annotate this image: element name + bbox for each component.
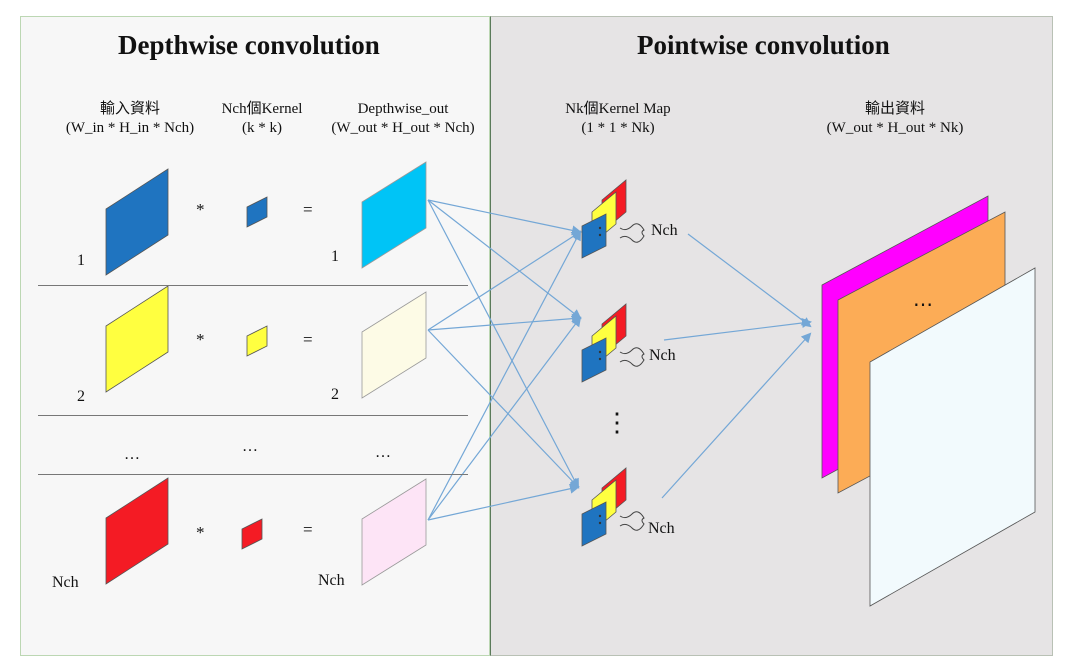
- output-ellipsis: …: [375, 444, 392, 461]
- input-row-label: 1: [77, 252, 85, 269]
- connection-arrows: [427, 199, 812, 521]
- row-separator: [38, 285, 468, 286]
- depthwise-out-header-title: Depthwise_out: [357, 101, 449, 117]
- connection-arrow: [427, 199, 579, 489]
- output-row-label: 1: [331, 248, 339, 265]
- multiply-operator: *: [196, 200, 205, 219]
- equals-operator: =: [303, 200, 313, 219]
- kernel-map-dot: [598, 350, 602, 354]
- depthwise-kernel: [246, 196, 268, 228]
- connection-arrow: [427, 483, 580, 521]
- input-ellipsis: …: [124, 446, 141, 463]
- depthwise-output-map: [361, 161, 427, 269]
- brace-label: Nch: [648, 520, 675, 537]
- kernel-ellipsis: …: [242, 438, 259, 455]
- kernel-map-dot: [598, 514, 602, 518]
- row-separator: [38, 415, 468, 416]
- connection-arrow: [427, 316, 582, 521]
- depthwise-out-header-dims: (W_out * H_out * Nch): [331, 120, 475, 136]
- multiply-operator: *: [196, 330, 205, 349]
- depthwise-kernel: [246, 325, 268, 357]
- kernel-map-header: Nk個Kernel Map (1 * 1 * Nk): [548, 100, 688, 138]
- kernel-map-dot: [598, 521, 602, 525]
- connection-arrow: [427, 230, 581, 521]
- depthwise-output-map: [361, 478, 427, 586]
- kernel-map-dot: [598, 357, 602, 361]
- output-header: 輸出資料 (W_out * H_out * Nk): [810, 100, 980, 138]
- depthwise-title: Depthwise convolution: [118, 30, 380, 60]
- kernel-to-output-arrow: [661, 332, 812, 499]
- input-header: 輸入資料 (W_in * H_in * Nch): [60, 100, 200, 138]
- kernel-to-output-arrow: [687, 233, 812, 328]
- input-feature-map: [105, 168, 169, 276]
- kernel-header: Nch個Kernel (k * k): [212, 100, 312, 138]
- input-header-dims: (W_in * H_in * Nch): [65, 120, 195, 136]
- input-header-title: 輸入資料: [99, 101, 160, 117]
- channel-brace: [619, 511, 645, 531]
- output-header-title: 輸出資料: [864, 101, 925, 117]
- kernel-map-dot: [598, 226, 602, 230]
- kernel-map-dot: [598, 233, 602, 237]
- row-separator: [38, 474, 468, 475]
- multiply-operator: *: [196, 523, 205, 542]
- channel-brace: [619, 347, 645, 367]
- channel-brace: [619, 223, 645, 243]
- equals-operator: =: [303, 520, 313, 539]
- kernel-map-header-dims: (1 * 1 * Nk): [581, 120, 655, 136]
- input-feature-map: [105, 477, 169, 585]
- kernel-map-blue-layer: [581, 501, 607, 547]
- output-stack-ellipsis: …: [913, 287, 934, 311]
- output-row-label: Nch: [318, 572, 345, 589]
- brace-label: Nch: [649, 347, 676, 364]
- equals-operator: =: [303, 330, 313, 349]
- brace-label: Nch: [651, 222, 678, 239]
- connection-arrow: [427, 230, 582, 331]
- connection-arrow: [427, 199, 582, 236]
- output-row-label: 2: [331, 386, 339, 403]
- shapes-layer: [105, 161, 1036, 607]
- output-map-white: [869, 267, 1036, 607]
- kernel-to-output-arrow: [663, 318, 812, 341]
- kernel-map-blue-layer: [581, 337, 607, 383]
- depthwise-output-map: [361, 291, 427, 399]
- kernel-map-vertical-ellipsis: ⋮: [604, 408, 631, 437]
- kernel-header-title: Nch個Kernel: [221, 101, 303, 117]
- output-header-dims: (W_out * H_out * Nk): [826, 120, 964, 136]
- connection-arrow: [427, 199, 582, 320]
- connection-arrow: [427, 329, 580, 489]
- input-feature-map: [105, 285, 169, 393]
- kernel-map-header-title: Nk個Kernel Map: [565, 101, 671, 117]
- input-row-label: 2: [77, 388, 85, 405]
- pointwise-title: Pointwise convolution: [637, 30, 890, 60]
- kernel-map-blue-layer: [581, 213, 607, 259]
- connection-arrow: [427, 313, 582, 331]
- depthwise-kernel: [241, 518, 263, 550]
- depthwise-out-header: Depthwise_out (W_out * H_out * Nch): [318, 100, 488, 138]
- input-row-label: Nch: [52, 574, 79, 591]
- kernel-header-dims: (k * k): [242, 120, 282, 136]
